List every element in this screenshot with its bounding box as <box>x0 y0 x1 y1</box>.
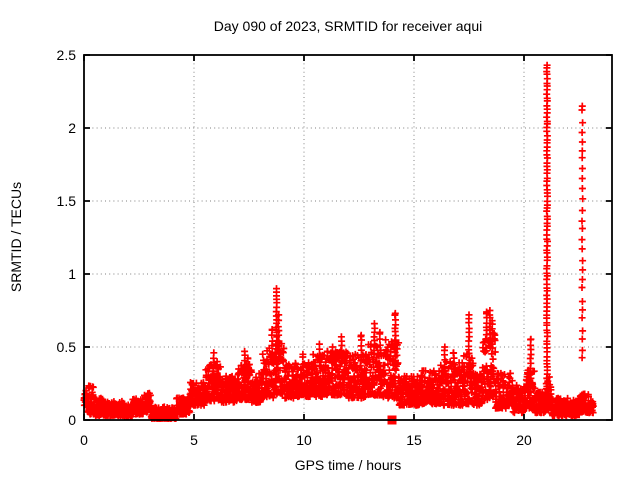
x-tick-label: 5 <box>190 432 198 448</box>
axis-ticks <box>83 54 612 421</box>
y-tick-label: 1.5 <box>57 193 77 209</box>
x-tick-label: 10 <box>296 432 312 448</box>
plot-border <box>83 54 613 421</box>
x-axis-label: GPS time / hours <box>294 457 402 473</box>
y-tick-label: 1 <box>68 266 76 282</box>
x-tick-label: 20 <box>516 432 532 448</box>
y-tick-label: 2.5 <box>57 47 77 63</box>
chart-title: Day 090 of 2023, SRMTID for receiver aqu… <box>213 18 483 34</box>
y-tick-label: 2 <box>68 120 76 136</box>
y-tick-label: 0.5 <box>57 339 77 355</box>
data-points-plus-markers <box>80 61 597 422</box>
x-tick-label: 0 <box>80 432 88 448</box>
x-tick-label: 15 <box>406 432 422 448</box>
y-tick-label: 0 <box>68 412 76 428</box>
